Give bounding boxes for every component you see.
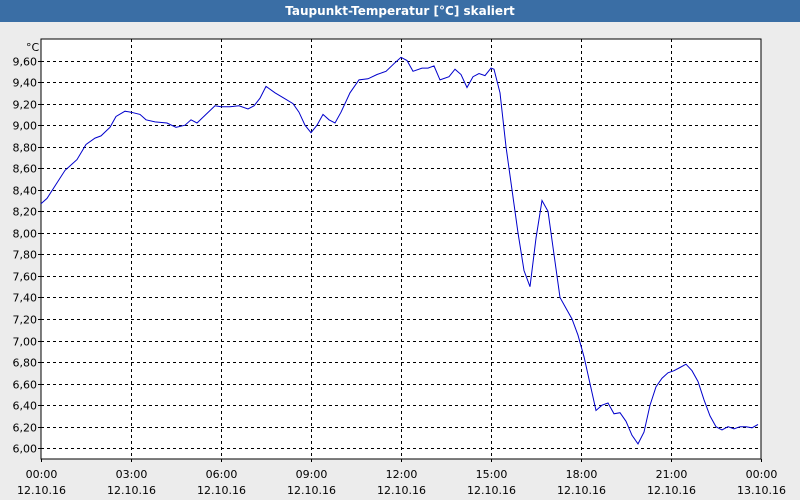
y-tick-label: 8,60 (13, 163, 38, 176)
y-tick-label: 9,60 (13, 56, 38, 69)
x-tick-time-label: 09:00 (296, 468, 328, 481)
y-tick-label: 8,00 (13, 228, 38, 241)
x-tick-time-label: 00:00 (26, 468, 58, 481)
y-axis: 6,00 6,20 6,40 6,60 6,80 7,00 7,20 7,40 7,60 7,80… (13, 56, 41, 456)
x-tick-date-label: 12.10.16 (287, 484, 336, 497)
y-tick-label: 8,20 (13, 206, 38, 219)
x-tick-date-label: 12.10.16 (647, 484, 696, 497)
y-tick-label: 7,60 (13, 271, 38, 284)
series-line (40, 56, 759, 445)
x-tick-date-label: 12.10.16 (107, 484, 156, 497)
x-tick-time-label: 18:00 (566, 468, 598, 481)
y-tick-label: 8,40 (13, 185, 38, 198)
x-tick-date-label: 13.10.16 (737, 484, 786, 497)
y-axis-unit-label: °C (26, 41, 40, 54)
x-tick-time-label: 06:00 (206, 468, 238, 481)
y-tick-label: 6,80 (13, 357, 38, 370)
x-tick-time-label: 00:00 (746, 468, 778, 481)
x-tick-time-label: 21:00 (656, 468, 688, 481)
y-tick-label: 9,20 (13, 99, 38, 112)
x-tick-time-label: 03:00 (116, 468, 148, 481)
y-tick-label: 9,40 (13, 77, 38, 90)
y-tick-label: 7,00 (13, 336, 38, 349)
y-tick-label: 6,20 (13, 422, 38, 435)
y-tick-label: 8,80 (13, 142, 38, 155)
x-tick-time-label: 15:00 (476, 468, 508, 481)
y-tick-label: 6,00 (13, 443, 38, 456)
y-tick-label: 6,60 (13, 379, 38, 392)
y-tick-label: 9,00 (13, 120, 38, 133)
y-tick-label: 7,80 (13, 249, 38, 262)
y-tick-label: 7,40 (13, 292, 38, 305)
x-tick-date-label: 12.10.16 (197, 484, 246, 497)
y-tick-label: 6,40 (13, 400, 38, 413)
chart-title: Taupunkt-Temperatur [°C] skaliert (0, 0, 800, 22)
x-tick-date-label: 12.10.16 (377, 484, 426, 497)
x-axis: 00:00 12.10.16 03:00 12.10.16 06:00 12.10.16 0… (17, 459, 786, 497)
x-tick-date-label: 12.10.16 (17, 484, 66, 497)
x-tick-date-label: 12.10.16 (467, 484, 516, 497)
y-tick-label: 7,20 (13, 314, 38, 327)
grid-lines (41, 39, 761, 459)
x-tick-date-label: 12.10.16 (557, 484, 606, 497)
chart-canvas: 6,00 6,20 6,40 6,60 6,80 7,00 7,20 7,40 7,60 7,80… (13, 38, 786, 497)
x-tick-time-label: 12:00 (386, 468, 418, 481)
